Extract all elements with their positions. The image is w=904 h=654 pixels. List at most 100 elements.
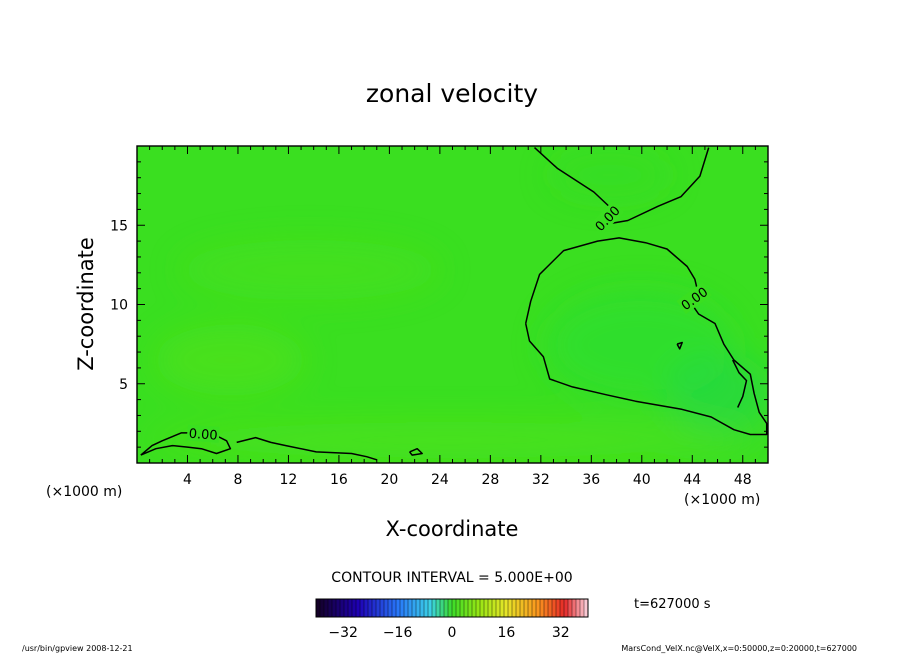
colorbar-swatch: [484, 599, 489, 617]
x-tick-label: 16: [330, 472, 348, 488]
contour-line: [236, 436, 378, 461]
colorbar-swatch: [348, 599, 353, 617]
colorbar-swatch: [452, 599, 457, 617]
x-tick-label: 24: [431, 472, 449, 488]
y-tick-label: 15: [110, 218, 128, 234]
contour-interval-label: CONTOUR INTERVAL = 5.000E+00: [331, 570, 572, 586]
colorbar-swatch: [560, 599, 565, 617]
time-label: t=627000 s: [634, 597, 711, 612]
x-tick-label: 8: [233, 472, 242, 488]
field-patch: [180, 240, 440, 300]
colorbar-swatch: [444, 599, 449, 617]
contour-label-bg: [676, 282, 712, 315]
colorbar-swatch: [388, 599, 393, 617]
colorbar-swatch: [428, 599, 433, 617]
contour-line: [524, 237, 768, 436]
colorbar-swatch: [512, 599, 517, 617]
colorbar-swatch: [440, 599, 445, 617]
y-axis-label: Z-coordinate: [74, 237, 98, 371]
colorbar-swatch: [448, 599, 453, 617]
colorbar-swatch: [488, 599, 493, 617]
colorbar-swatch: [520, 599, 525, 617]
colorbar-swatch: [364, 599, 369, 617]
colorbar-swatch: [384, 599, 389, 617]
colorbar-swatch: [396, 599, 401, 617]
colorbar-swatch: [400, 599, 405, 617]
colorbar-swatch: [576, 599, 581, 617]
colorbar-swatch: [436, 599, 441, 617]
colorbar-frame: [315, 598, 589, 618]
colorbar-swatch: [548, 599, 553, 617]
x-tick-label: 44: [683, 472, 701, 488]
x-tick-label: 20: [380, 472, 398, 488]
y-tick-label: 10: [110, 298, 128, 314]
colorbar-swatch: [556, 599, 561, 617]
colorbar-swatch: [412, 599, 417, 617]
colorbar-swatch: [380, 599, 385, 617]
colorbar-swatch: [528, 599, 533, 617]
colorbar-swatch: [372, 599, 377, 617]
field-shading: [150, 153, 768, 458]
colorbar-swatch: [504, 599, 509, 617]
chart-title: zonal velocity: [366, 79, 538, 108]
colorbar-swatch: [340, 599, 345, 617]
field-patch: [155, 325, 305, 395]
colorbar-swatch: [460, 599, 465, 617]
colorbar-swatch: [532, 599, 537, 617]
plot-area: 0.000.000.00: [137, 146, 768, 463]
colorbar-swatch: [584, 599, 589, 617]
y-tick-label: 5: [119, 377, 128, 393]
colorbar-swatch: [420, 599, 425, 617]
contour-line: [732, 359, 748, 408]
contour-line: [533, 147, 710, 227]
colorbar-swatch: [500, 599, 505, 617]
field-patch: [665, 355, 768, 435]
x-axis-label: X-coordinate: [386, 517, 519, 541]
colorbar-swatch: [332, 599, 337, 617]
field-patch: [550, 153, 670, 197]
colorbar-swatch: [516, 599, 521, 617]
x-tick-label: 12: [280, 472, 298, 488]
colorbar: −32 −16 0 16 32: [316, 599, 589, 641]
colorbar-swatch: [464, 599, 469, 617]
colorbar-swatch: [540, 599, 545, 617]
colorbar-swatch: [496, 599, 501, 617]
colorbar-swatch: [324, 599, 329, 617]
x-unit-label: (×1000 m): [46, 484, 122, 500]
contour-line: [409, 447, 423, 456]
x-tick-label: 48: [734, 472, 752, 488]
colorbar-swatch: [552, 599, 557, 617]
colorbar-swatch: [568, 599, 573, 617]
colorbar-swatch: [492, 599, 497, 617]
x-tick-label: 40: [633, 472, 651, 488]
contour-lines: 0.000.000.00: [140, 147, 768, 461]
colorbar-swatch: [564, 599, 569, 617]
contour-label: 0.00: [188, 427, 218, 444]
colorbar-swatch: [328, 599, 333, 617]
colorbar-swatch: [508, 599, 513, 617]
colorbar-swatch: [476, 599, 481, 617]
colorbar-tick-label: 32: [552, 625, 570, 641]
colorbar-swatch: [424, 599, 429, 617]
colorbar-swatch: [416, 599, 421, 617]
colorbar-tick-label: 0: [448, 625, 457, 641]
colorbar-tick-label: 16: [497, 625, 515, 641]
colorbar-swatch: [360, 599, 365, 617]
contour-line: [676, 341, 683, 350]
colorbar-swatch: [404, 599, 409, 617]
colorbar-swatch: [468, 599, 473, 617]
colorbar-swatch: [536, 599, 541, 617]
y-unit-label: (×1000 m): [684, 492, 760, 508]
colorbar-swatch: [544, 599, 549, 617]
colorbar-swatch: [356, 599, 361, 617]
colorbar-swatch: [432, 599, 437, 617]
colorbar-swatch: [580, 599, 585, 617]
colorbar-swatch: [336, 599, 341, 617]
colorbar-swatch: [368, 599, 373, 617]
x-tick-label: 4: [183, 472, 192, 488]
contour-label-bg: [186, 424, 220, 443]
colorbar-swatch: [344, 599, 349, 617]
colorbar-swatch: [392, 599, 397, 617]
x-tick-label: 32: [532, 472, 550, 488]
